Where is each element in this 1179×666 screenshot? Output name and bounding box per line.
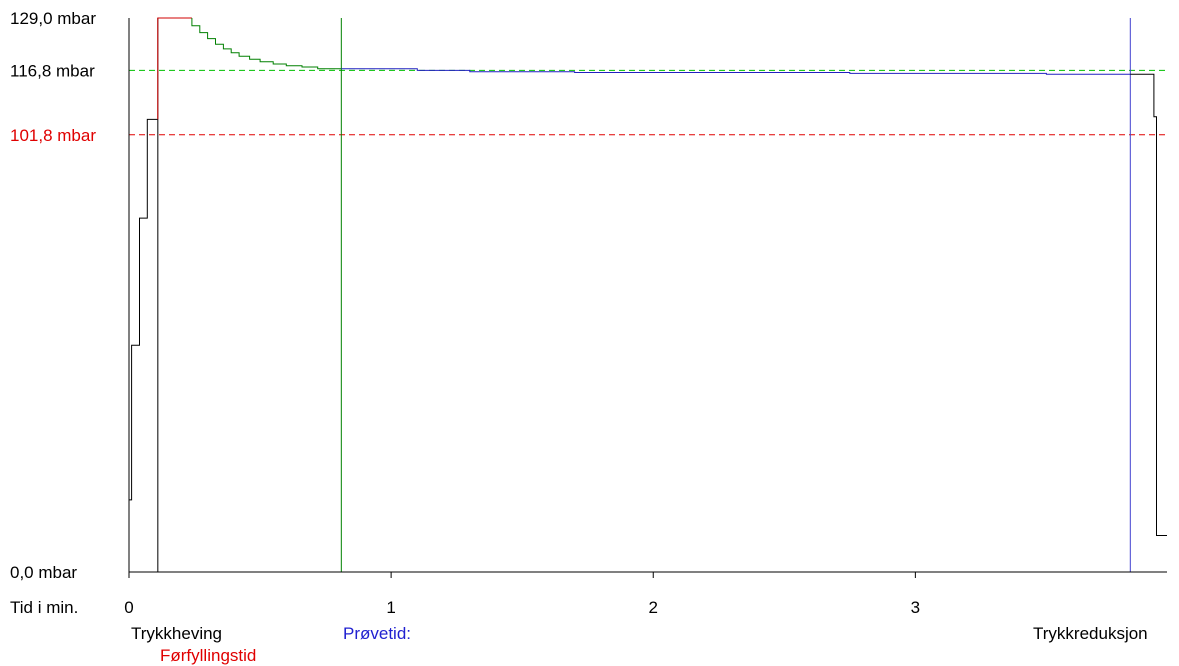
x-tick-label-0: 0 xyxy=(124,598,133,617)
y-tick-label-3: 0,0 mbar xyxy=(10,563,77,582)
x-tick-label-3: 3 xyxy=(911,598,920,617)
series-stabilisering xyxy=(191,18,342,70)
series-trykkreduksjon xyxy=(1130,73,1167,536)
phase-label-forfyllingstid: Førfyllingstid xyxy=(160,646,256,665)
y-tick-label-0: 129,0 mbar xyxy=(10,9,96,28)
reference-lines xyxy=(129,69,1167,136)
phase-label-provetid: Prøvetid: xyxy=(343,624,411,643)
x-tick-label-2: 2 xyxy=(649,598,658,617)
x-ticks xyxy=(128,572,916,578)
series-provetid xyxy=(341,68,1131,75)
y-tick-labels: 129,0 mbar 116,8 mbar 101,8 mbar 0,0 mbar xyxy=(10,9,96,582)
y-tick-label-2: 101,8 mbar xyxy=(10,126,96,145)
phase-label-trykkreduksjon: Trykkreduksjon xyxy=(1033,624,1148,643)
phase-markers xyxy=(157,18,1131,572)
series-forfyllingstid xyxy=(157,17,192,120)
x-axis-title: Tid i min. xyxy=(10,598,78,617)
phase-label-trykkheving: Trykkheving xyxy=(131,624,222,643)
series-trykkheving xyxy=(129,118,158,501)
x-tick-label-1: 1 xyxy=(386,598,395,617)
pressure-series xyxy=(129,17,1167,536)
y-tick-label-1: 116,8 mbar xyxy=(10,61,95,80)
x-tick-labels: 0 1 2 3 xyxy=(124,598,920,617)
